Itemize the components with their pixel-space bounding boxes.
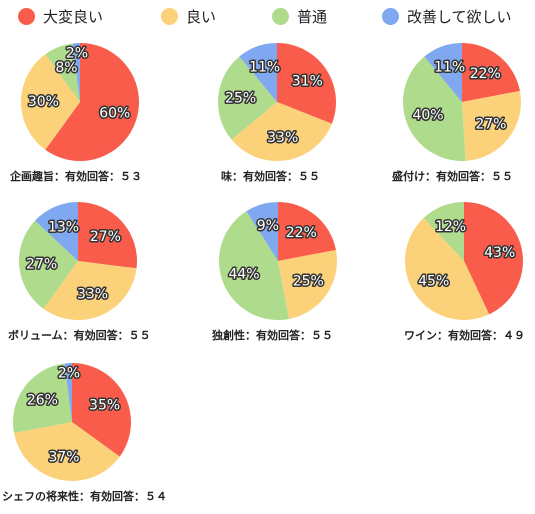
legend-item-good: 良い <box>161 6 216 26</box>
pie-slice-good <box>43 261 137 320</box>
pie-label-good: 25% <box>293 274 324 290</box>
pie-label-very-good: 31% <box>292 73 323 89</box>
pie-slice-normal <box>18 220 78 309</box>
pie-slice-good <box>231 102 332 162</box>
pie-label-good: 37% <box>48 450 79 466</box>
pie-label-normal: 40% <box>412 108 443 124</box>
legend-swatch-needs-improvement <box>382 7 399 25</box>
pie-svg-volume: 27% 33% 27% 13% <box>18 202 137 320</box>
pie-label-normal: 26% <box>27 393 58 409</box>
pie-slice-normal <box>403 56 466 161</box>
pie-slice-needs-improvement <box>72 43 80 102</box>
pie-svg-originality: 22% 25% 44% 9% <box>219 202 337 320</box>
pie-slice-normal <box>219 211 290 320</box>
pie-slice-good <box>405 217 490 320</box>
legend-label-very-good: 大変良い <box>43 7 104 26</box>
pie-slice-needs-improvement <box>64 363 72 422</box>
chart-caption-presentation: 盛付け：有効回答：５５ <box>392 170 513 183</box>
pie-slice-good <box>14 422 120 481</box>
pie-svg-presentation: 22% 27% 40% 11% <box>403 43 521 161</box>
pie-slice-normal <box>217 56 277 140</box>
pie-svg-wine: 43% 45% 12% <box>405 202 523 320</box>
chart-caption-volume: ボリューム：有効回答：５５ <box>8 329 151 342</box>
chart-caption-chef-potential: シェフの将来性：有効回答：５４ <box>2 490 167 503</box>
pie-chart-presentation: 22% 27% 40% 11% 盛付け：有効回答：５５ <box>392 34 535 194</box>
pie-slice-needs-improvement <box>246 202 278 261</box>
pie-chart-originality: 22% 25% 44% 9% 独創性：有効回答：５５ <box>208 193 386 353</box>
pie-label-very-good: 60% <box>99 105 130 121</box>
pie-svg-taste: 31% 33% 25% 11% <box>217 43 337 162</box>
pie-slice-needs-improvement <box>424 43 462 102</box>
pie-label-normal: 12% <box>435 219 466 235</box>
pie-label-good: 33% <box>77 287 108 303</box>
pie-svg-concept: 60% 30% 8%2% <box>21 43 140 161</box>
pie-label-needs-improvement: 11% <box>249 60 280 76</box>
pie-label-normal: 44% <box>228 267 259 283</box>
pie-slice-good <box>462 90 521 161</box>
legend-swatch-very-good <box>18 7 35 25</box>
pie-chart-taste: 31% 33% 25% 11% 味：有効回答：５５ <box>207 34 385 194</box>
pie-label-very-good: 35% <box>89 397 120 413</box>
pie-slice-needs-improvement <box>34 202 78 261</box>
pie-slice-very-good <box>72 363 131 457</box>
pie-chart-concept: 60% 30% 8% 2% 企画趣旨：有効回答：５３ <box>10 34 188 194</box>
legend: 大変良い 良い 普通 改善して欲しい <box>0 0 535 34</box>
pie-slice-good <box>21 54 80 150</box>
pie-slice-very-good <box>78 202 137 269</box>
pie-slice-very-good <box>278 202 336 261</box>
pie-slice-very-good <box>45 43 140 161</box>
pie-label-very-good: 22% <box>286 225 317 241</box>
pie-slice-very-good <box>462 43 520 102</box>
chart-caption-taste: 味：有効回答：５５ <box>221 170 320 183</box>
pie-label-needs-improvement: 13% <box>48 219 79 235</box>
pie-label-good: 27% <box>475 116 506 132</box>
legend-label-normal: 普通 <box>297 7 328 26</box>
legend-label-needs-improvement: 改善して欲しい <box>407 7 512 26</box>
pie-label-normal: 27% <box>26 256 57 272</box>
legend-swatch-good <box>161 7 178 25</box>
legend-item-normal: 普通 <box>272 6 327 26</box>
chart-caption-originality: 独創性：有効回答：５５ <box>212 329 333 342</box>
pie-label-needs-improvement: 11% <box>434 60 465 76</box>
legend-item-needs-improvement: 改善して欲しい <box>382 6 512 26</box>
pie-label-normal: 25% <box>225 91 256 107</box>
pie-svg-chef-potential: 35% 37% 26%2% <box>13 363 131 481</box>
legend-swatch-normal <box>272 7 289 25</box>
pie-label-good: 30% <box>28 94 59 110</box>
pie-label-normal: 8% <box>55 60 77 76</box>
pie-chart-wine: 43% 45% 12% ワイン：有効回答：４９ <box>394 193 535 353</box>
pie-label-needs-improvement: 2% <box>66 46 88 62</box>
pie-slice-normal <box>423 202 464 261</box>
pie-label-good: 45% <box>418 274 449 290</box>
chart-caption-concept: 企画趣旨：有効回答：５３ <box>10 170 142 183</box>
pie-slice-normal <box>45 43 80 102</box>
pie-label-very-good: 43% <box>484 245 515 261</box>
pie-label-needs-improvement: 9% <box>257 218 279 234</box>
pie-chart-volume: 27% 33% 27% 13% ボリューム：有効回答：５５ <box>8 193 186 353</box>
pie-label-very-good: 22% <box>470 66 501 82</box>
chart-caption-wine: ワイン：有効回答：４９ <box>404 329 525 342</box>
pie-chart-chef-potential: 35% 37% 26% 2% シェフの将来性：有効回答：５４ <box>2 354 180 514</box>
pie-label-very-good: 27% <box>90 229 121 245</box>
pie-slice-very-good <box>277 43 337 124</box>
legend-label-good: 良い <box>186 7 217 26</box>
pie-slice-normal <box>13 363 73 434</box>
pie-label-needs-improvement: 2% <box>58 366 80 382</box>
legend-item-very-good: 大変良い <box>18 6 103 26</box>
pie-slice-good <box>278 249 337 319</box>
pie-slice-very-good <box>464 202 523 315</box>
pie-label-good: 33% <box>267 130 298 146</box>
pie-slice-needs-improvement <box>239 43 277 102</box>
